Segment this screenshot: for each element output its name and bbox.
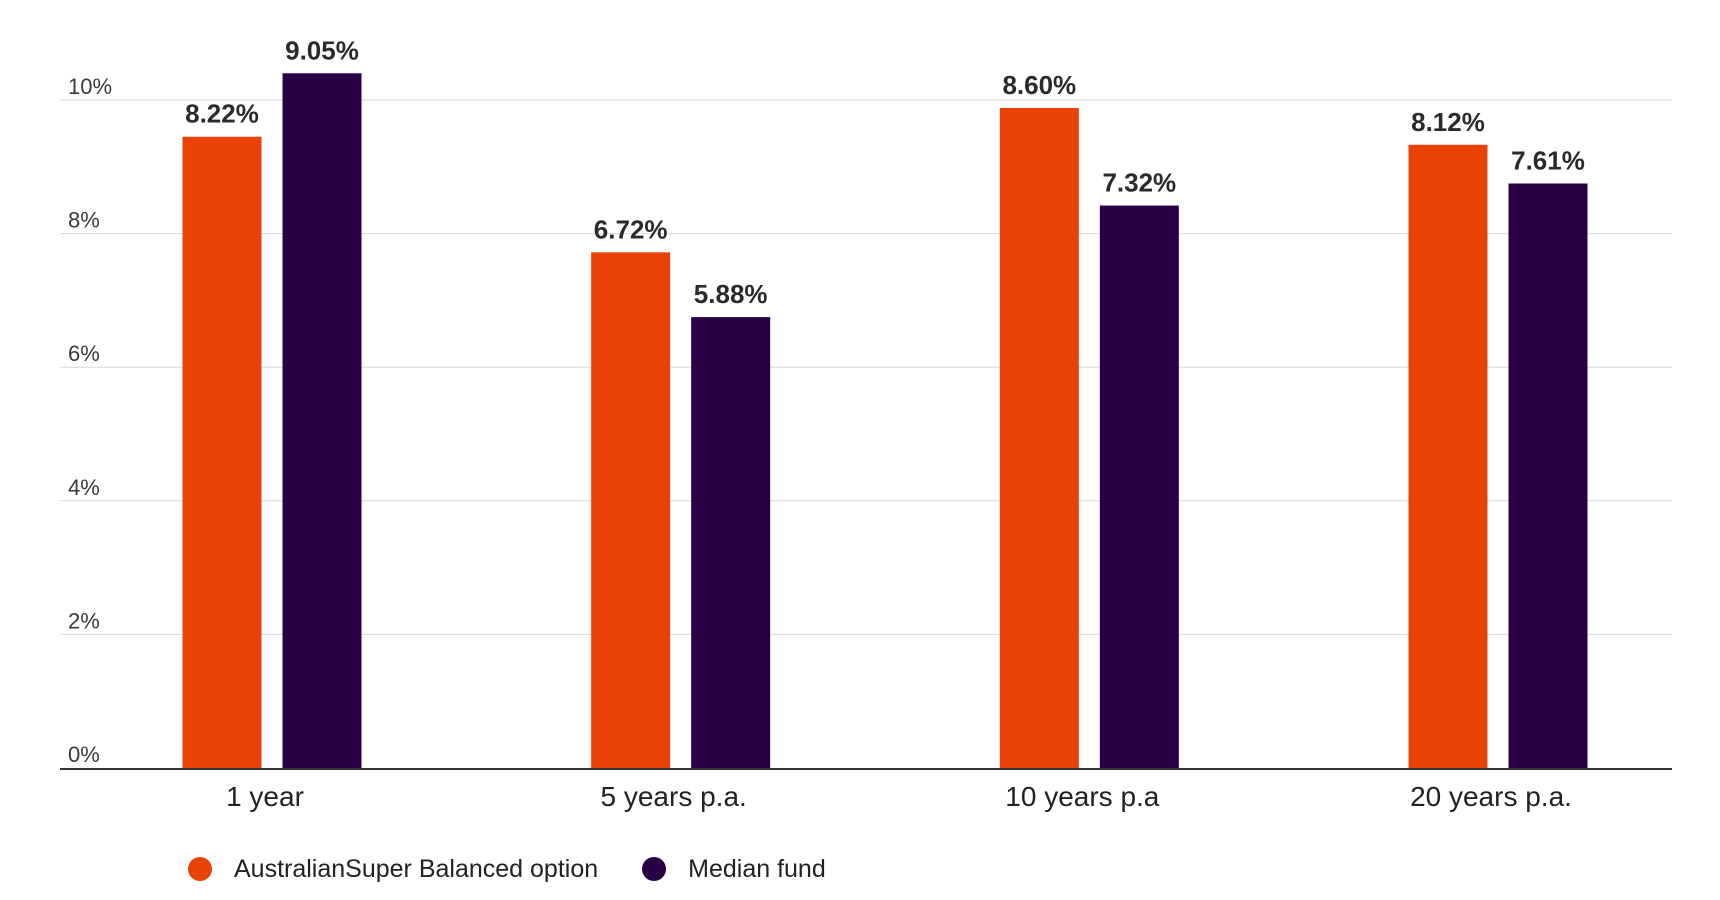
bar-balanced-option bbox=[1408, 144, 1488, 769]
bar-value-label: 8.12% bbox=[1411, 107, 1485, 137]
bar-value-label: 5.88% bbox=[694, 279, 768, 309]
data-labels: 8.22% 9.05% 6.72% 5.88% 8.60% 7.32% 8.12% 7.61% bbox=[185, 35, 1585, 309]
legend-swatch-balanced-option bbox=[188, 857, 212, 881]
bar-value-label: 9.05% bbox=[285, 35, 359, 65]
x-category-label: 20 years p.a. bbox=[1410, 781, 1572, 812]
bar-chart: 0% 2% 4% 6% 8% 10% 8.22% 9.05% 6.72% 5.88% 8.60% 7… bbox=[60, 35, 1672, 812]
bar-value-label: 6.72% bbox=[594, 214, 668, 244]
legend-swatch-median-fund bbox=[642, 857, 667, 881]
x-axis-categories: 1 year 5 years p.a. 10 years p.a 20 years p… bbox=[226, 781, 1572, 812]
chart: 0% 2% 4% 6% 8% 10% 8.22% 9.05% 6.72% 5.88% 8.60% 7… bbox=[60, 35, 1672, 812]
bar-median-fund bbox=[691, 317, 771, 768]
bar-median-fund bbox=[282, 73, 362, 768]
legend-label-balanced-option: AustralianSuper Balanced option bbox=[234, 854, 599, 883]
bar-value-label: 8.22% bbox=[185, 99, 259, 129]
bar-value-label: 7.32% bbox=[1102, 168, 1176, 198]
bars bbox=[182, 73, 1588, 769]
bar-median-fund bbox=[1508, 183, 1588, 768]
y-tick-label: 8% bbox=[68, 208, 100, 233]
legend: AustralianSuper Balanced option Median f… bbox=[188, 852, 870, 886]
y-axis-ticks: 0% 2% 4% 6% 8% 10% bbox=[68, 74, 112, 767]
bar-balanced-option bbox=[999, 108, 1079, 769]
y-tick-label: 6% bbox=[68, 341, 100, 366]
legend-label-median-fund: Median fund bbox=[688, 854, 826, 883]
legend-item-balanced-option: AustralianSuper Balanced option bbox=[188, 855, 598, 884]
bar-value-label: 7.61% bbox=[1511, 146, 1585, 176]
x-category-label: 10 years p.a bbox=[1005, 781, 1160, 812]
x-category-label: 5 years p.a. bbox=[601, 781, 747, 812]
y-tick-label: 2% bbox=[68, 608, 100, 633]
legend-item-median-fund: Median fund bbox=[642, 855, 826, 884]
bar-balanced-option bbox=[182, 136, 262, 769]
y-tick-label: 0% bbox=[68, 742, 100, 767]
y-tick-label: 4% bbox=[68, 475, 100, 500]
y-tick-label: 10% bbox=[68, 74, 112, 99]
bar-value-label: 8.60% bbox=[1002, 70, 1076, 100]
x-category-label: 1 year bbox=[226, 781, 304, 812]
bar-median-fund bbox=[1099, 205, 1179, 768]
bar-balanced-option bbox=[591, 252, 671, 768]
